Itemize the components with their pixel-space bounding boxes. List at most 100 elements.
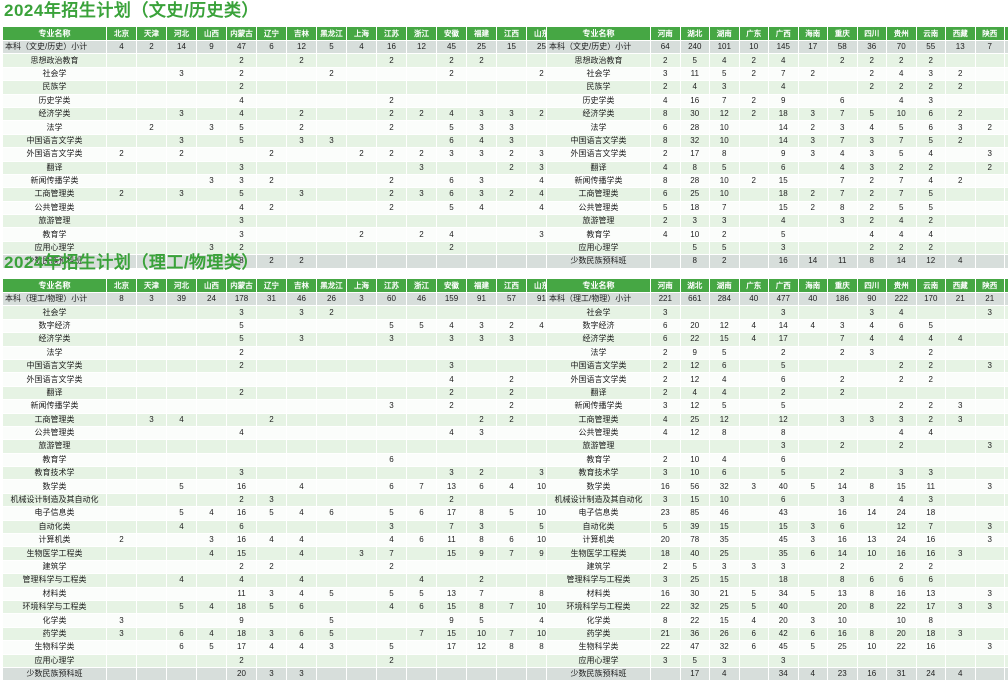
plan-count-cell: 5	[1005, 507, 1008, 520]
plan-count-cell: 10	[680, 467, 710, 480]
plan-count-cell: 6	[317, 507, 347, 520]
plan-count-cell	[257, 520, 287, 533]
plan-count-cell	[739, 201, 769, 214]
plan-count-cell	[975, 426, 1005, 439]
plan-count-cell: 3	[467, 148, 497, 161]
plan-count-cell	[798, 574, 828, 587]
plan-count-cell: 3	[710, 560, 740, 573]
plan-count-cell	[137, 654, 167, 667]
plan-count-cell	[407, 174, 437, 187]
plan-count-cell	[287, 373, 317, 386]
plan-count-cell: 5	[257, 507, 287, 520]
plan-count-cell: 5	[317, 627, 347, 640]
plan-count-cell: 3	[828, 493, 858, 506]
plan-count-cell: 2	[887, 560, 917, 573]
plan-count-cell: 14	[769, 121, 799, 134]
plan-count-cell	[167, 373, 197, 386]
plan-count-cell: 3	[710, 81, 740, 94]
plan-count-cell: 22	[887, 600, 917, 613]
plan-count-cell: 10	[887, 107, 917, 120]
plan-count-cell: 3	[137, 293, 167, 306]
plan-count-cell	[739, 426, 769, 439]
major-name-cell: 社会学	[3, 67, 107, 80]
plan-count-cell	[798, 453, 828, 466]
plan-count-cell: 3	[377, 400, 407, 413]
table-row: 新闻传播学类82810215727423352	[547, 174, 1008, 187]
table-row: 数字经济620124144346534	[547, 319, 1008, 332]
plan-count-cell: 2	[857, 81, 887, 94]
plan-count-cell	[975, 201, 1005, 214]
plan-count-cell: 3	[739, 480, 769, 493]
plan-count-cell	[857, 94, 887, 107]
plan-count-cell: 2	[651, 148, 681, 161]
plan-count-cell: 3	[287, 188, 317, 201]
plan-count-cell: 2	[887, 440, 917, 453]
plan-count-cell: 10	[857, 641, 887, 654]
plan-count-cell: 2	[377, 174, 407, 187]
plan-count-cell: 15	[680, 493, 710, 506]
plan-count-cell: 6	[287, 627, 317, 640]
plan-count-cell	[377, 493, 407, 506]
plan-count-cell: 32	[710, 480, 740, 493]
plan-count-cell	[287, 440, 317, 453]
plan-count-cell	[739, 507, 769, 520]
plan-count-cell	[437, 440, 467, 453]
plan-count-cell	[946, 161, 976, 174]
table-row: 法学628101423456322343	[547, 121, 1008, 134]
plan-count-cell	[377, 215, 407, 228]
plan-count-cell: 284	[710, 293, 740, 306]
plan-count-cell	[107, 228, 137, 241]
plan-count-cell: 42	[769, 627, 799, 640]
plan-count-cell	[167, 426, 197, 439]
plan-count-cell: 5	[916, 134, 946, 147]
plan-count-cell: 3	[467, 333, 497, 346]
plan-count-cell	[257, 426, 287, 439]
plan-count-cell: 2	[1005, 94, 1008, 107]
plan-count-cell	[287, 493, 317, 506]
plan-count-cell: 10	[710, 493, 740, 506]
plan-count-cell	[887, 346, 917, 359]
plan-count-cell	[407, 426, 437, 439]
plan-count-cell: 240	[680, 41, 710, 54]
plan-count-cell	[437, 453, 467, 466]
plan-count-cell	[1005, 148, 1008, 161]
plan-count-cell: 4	[739, 319, 769, 332]
plan-count-cell	[407, 134, 437, 147]
plan-count-cell: 6	[287, 600, 317, 613]
major-name-cell: 工商管理类	[3, 413, 107, 426]
plan-count-cell	[407, 81, 437, 94]
plan-count-cell: 7	[828, 107, 858, 120]
plan-count-cell	[347, 560, 377, 573]
plan-count-cell	[467, 67, 497, 80]
major-name-cell: 教育学	[3, 228, 107, 241]
plan-count-cell: 5	[377, 641, 407, 654]
plan-count-cell	[347, 121, 377, 134]
plan-count-cell: 101	[710, 41, 740, 54]
plan-count-cell: 15	[710, 333, 740, 346]
plan-count-cell	[975, 107, 1005, 120]
plan-count-cell	[347, 426, 377, 439]
table-header-row: 专业名称北京天津河北山西内蒙古辽宁吉林黑龙江上海江苏浙江安徽福建江西山东	[3, 279, 557, 293]
plan-count-cell	[257, 547, 287, 560]
plan-count-cell	[197, 426, 227, 439]
plan-count-cell: 18	[680, 201, 710, 214]
plan-count-cell	[317, 81, 347, 94]
plan-count-cell: 4	[680, 386, 710, 399]
plan-count-cell: 2	[975, 121, 1005, 134]
plan-count-cell: 2	[887, 161, 917, 174]
plan-count-cell	[975, 574, 1005, 587]
plan-count-cell	[407, 400, 437, 413]
plan-count-cell	[167, 228, 197, 241]
plan-count-cell	[467, 560, 497, 573]
plan-count-cell: 10	[680, 453, 710, 466]
major-name-cell: 社会学	[547, 67, 651, 80]
plan-count-cell: 3	[317, 134, 347, 147]
plan-count-cell	[287, 654, 317, 667]
major-name-cell: 法学	[3, 346, 107, 359]
plan-count-cell	[946, 319, 976, 332]
table-row: 自动化类539151536127332	[547, 520, 1008, 533]
plan-count-cell	[739, 654, 769, 667]
